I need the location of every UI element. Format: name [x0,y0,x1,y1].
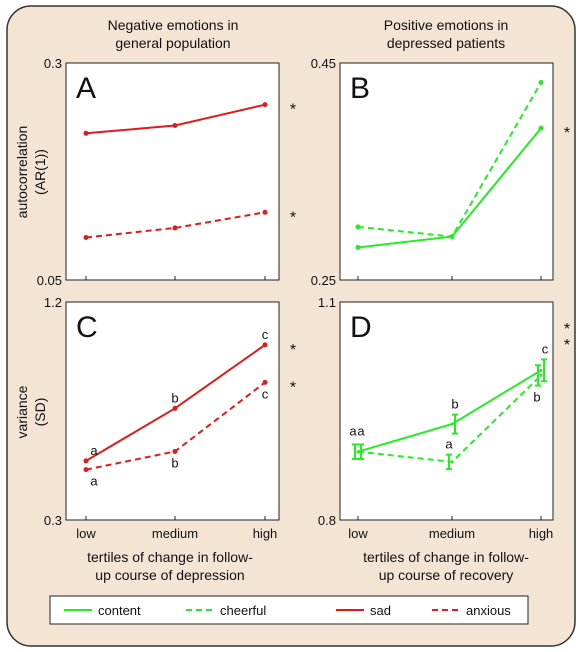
data-point-content [450,422,454,426]
x-tick-label: medium [429,526,475,541]
y-tick-label: 0.05 [37,273,62,288]
xlabel-left-line2: up course of depression [95,567,244,583]
significance-star: * [290,102,296,119]
panel-B: 0.25 0.45 B * [311,56,570,288]
data-point-sad [262,342,268,348]
data-point-cheerful [539,373,543,377]
group-letter: c [262,386,269,401]
significance-star: * [564,125,570,142]
data-point-anxious [262,379,268,385]
legend-label-cheerful: cheerful [220,603,266,618]
data-point-cheerful [449,234,455,240]
ylabel-top-line2: (AR(1)) [32,149,48,195]
xlabel-right-line1: tertiles of change in follow- [363,549,529,565]
ylabel-top-line1: autocorrelation [14,126,30,219]
col-title-left-line2: general population [115,35,230,51]
group-letter: b [451,397,458,412]
y-tick-label: 1.2 [44,295,62,310]
ylabel-bottom-line1: variance [14,385,30,438]
group-letter: a [445,437,453,452]
plot-area-D [339,301,554,521]
y-tick-label: 0.25 [311,273,336,288]
data-point-sad [172,122,178,128]
panel-label-A: A [76,72,96,105]
y-tick-label: 0.3 [44,513,62,528]
panel-label-D: D [350,311,372,344]
data-point-cheerful [355,224,361,230]
x-tick-label: high [529,526,554,541]
panel-C: 0.3 1.2 low medium high Ca b c a b c * * [44,295,296,541]
panel-label-B: B [350,72,370,105]
group-letter: a [357,424,365,439]
data-point-anxious [172,225,178,231]
legend-label-content: content [98,603,141,618]
col-title-right-line1: Positive emotions in [384,17,509,33]
data-point-content [539,368,543,372]
group-letter: b [533,390,540,405]
group-letter: b [171,390,178,405]
data-point-sad [262,102,268,108]
x-tick-label: high [253,526,278,541]
y-tick-label: 0.3 [44,56,62,71]
y-tick-label: 0.8 [318,513,336,528]
legend-box [49,595,529,625]
legend-label-sad: sad [370,603,391,618]
x-tick-label: medium [152,526,198,541]
group-letter: a [90,443,98,458]
data-point-anxious [83,467,89,473]
data-point-cheerful [538,80,544,86]
data-point-cheerful [356,450,360,454]
data-point-cheerful [450,460,454,464]
ylabel-bottom-line2: (SD) [32,398,48,427]
group-letter: c [262,327,269,342]
significance-star: * [564,321,570,338]
panel-A: 0.05 0.3 A * * [37,56,296,288]
data-point-anxious [262,209,268,215]
group-letter: b [171,455,178,470]
plot-area-A [65,62,280,281]
group-letter: a [349,424,357,439]
xlabel-left-line1: tertiles of change in follow- [87,549,253,565]
series-line-anxious [85,211,266,239]
data-point-content [538,125,544,131]
data-point-anxious [83,234,89,240]
group-letter: a [90,474,98,489]
significance-star: * [290,379,296,396]
significance-star: * [290,342,296,359]
x-tick-label: low [348,526,368,541]
col-title-right-line2: depressed patients [387,35,505,51]
data-point-sad [83,458,89,464]
x-tick-label: low [76,526,96,541]
significance-star: * [290,209,296,226]
plot-area-C [65,301,280,521]
legend-label-anxious: anxious [466,603,511,618]
plot-area-B [339,62,554,281]
group-letter: c [542,341,549,356]
legend: content cheerful sad anxious [64,603,511,618]
significance-star: * [564,337,570,354]
panel-label-C: C [76,311,98,344]
y-tick-label: 1.1 [318,295,336,310]
data-point-content [355,244,361,250]
data-point-sad [83,130,89,136]
data-point-sad [172,405,178,411]
y-tick-label: 0.45 [311,56,336,71]
col-title-left-line1: Negative emotions in [108,17,239,33]
data-point-anxious [172,448,178,454]
xlabel-right-line2: up course of recovery [379,567,514,583]
